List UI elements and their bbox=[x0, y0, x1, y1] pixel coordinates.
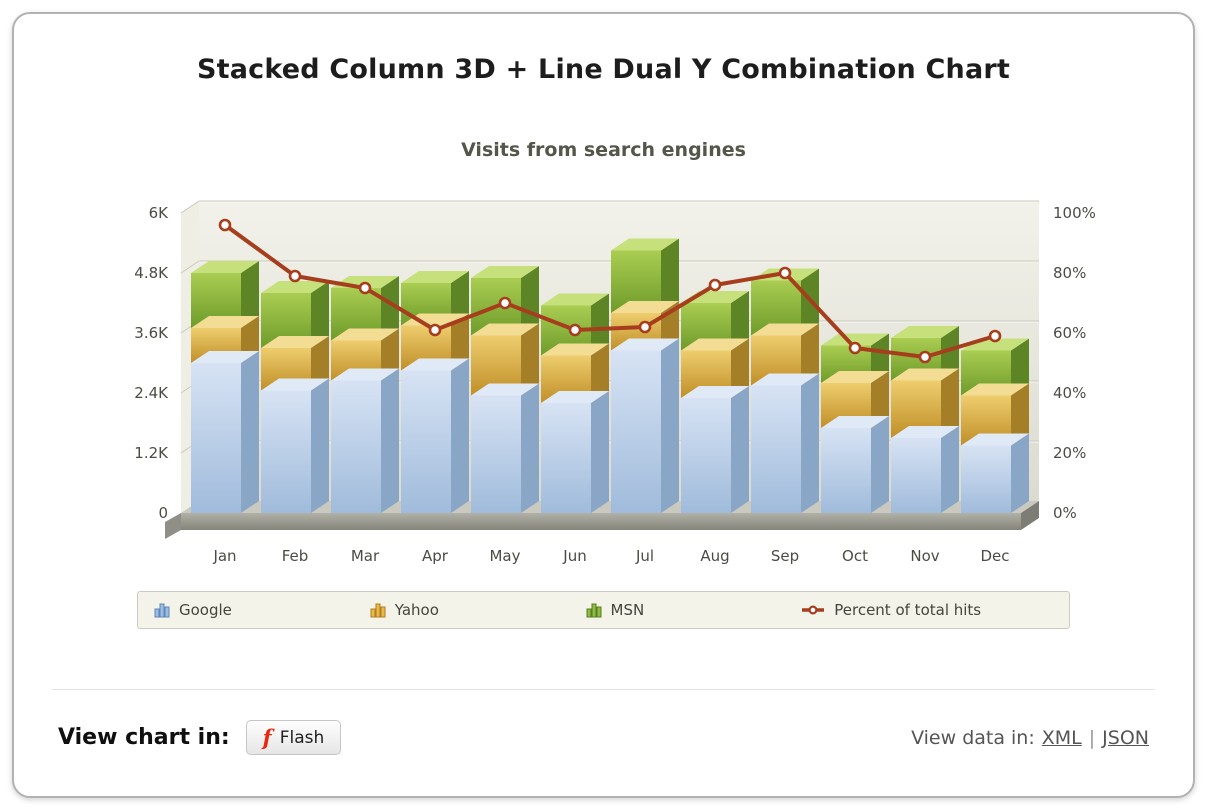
column-oct[interactable] bbox=[821, 333, 889, 514]
svg-text:3.6K: 3.6K bbox=[134, 324, 169, 342]
line-marker bbox=[288, 269, 302, 283]
line-marker bbox=[358, 281, 372, 295]
column-jan[interactable] bbox=[191, 261, 259, 513]
legend-item-percent-of-total-hits[interactable]: Percent of total hits bbox=[801, 601, 1053, 619]
google-columns-icon bbox=[154, 603, 170, 618]
link-separator: | bbox=[1088, 726, 1096, 749]
footer-left: View chart in: f Flash bbox=[58, 720, 342, 755]
column-jun[interactable] bbox=[541, 293, 609, 514]
svg-text:20%: 20% bbox=[1053, 444, 1086, 462]
svg-text:May: May bbox=[489, 547, 520, 565]
page-title: Stacked Column 3D + Line Dual Y Combinat… bbox=[196, 54, 1011, 85]
line-marker bbox=[918, 350, 932, 364]
percent-line-series[interactable] bbox=[218, 218, 1002, 364]
column-mar[interactable] bbox=[331, 276, 399, 513]
line-marker bbox=[778, 266, 792, 280]
svg-text:60%: 60% bbox=[1053, 324, 1086, 342]
svg-text:Feb: Feb bbox=[282, 547, 309, 565]
line-marker bbox=[218, 218, 232, 232]
flash-button-label: Flash bbox=[279, 727, 325, 748]
svg-text:2.4K: 2.4K bbox=[134, 384, 169, 402]
line-marker bbox=[848, 341, 862, 355]
legend-item-msn[interactable]: MSN bbox=[586, 601, 802, 619]
svg-text:4.8K: 4.8K bbox=[134, 264, 169, 282]
svg-text:Nov: Nov bbox=[910, 547, 939, 565]
xml-link[interactable]: XML bbox=[1041, 726, 1082, 749]
left-axis-labels: 0 1.2K 2.4K 3.6K 4.8K 6K bbox=[134, 204, 169, 522]
yahoo-columns-icon bbox=[370, 603, 386, 618]
column-jul[interactable] bbox=[611, 238, 679, 514]
column-sep[interactable] bbox=[751, 268, 819, 514]
column-nov[interactable] bbox=[891, 326, 959, 513]
legend: Google Yahoo MSN Percent of total hits bbox=[137, 591, 1070, 629]
svg-text:Apr: Apr bbox=[422, 547, 449, 565]
right-axis-labels: 0% 20% 40% 60% 80% 100% bbox=[1053, 204, 1096, 522]
chart-title: Visits from search engines bbox=[461, 139, 746, 161]
flash-button[interactable]: f Flash bbox=[245, 720, 342, 755]
svg-text:0%: 0% bbox=[1053, 504, 1077, 522]
line-marker bbox=[428, 323, 442, 337]
legend-label: Google bbox=[179, 601, 232, 619]
svg-text:6K: 6K bbox=[149, 204, 170, 222]
svg-text:100%: 100% bbox=[1053, 204, 1096, 222]
svg-text:Jan: Jan bbox=[212, 547, 236, 565]
svg-text:Jul: Jul bbox=[635, 547, 654, 565]
svg-text:Oct: Oct bbox=[842, 547, 868, 565]
line-marker-icon bbox=[802, 605, 825, 615]
legend-item-yahoo[interactable]: Yahoo bbox=[370, 601, 586, 619]
json-link[interactable]: JSON bbox=[1102, 726, 1149, 749]
page-card: Stacked Column 3D + Line Dual Y Combinat… bbox=[12, 12, 1195, 798]
column-aug[interactable] bbox=[681, 291, 749, 513]
canvas-base bbox=[165, 501, 1039, 539]
svg-text:0: 0 bbox=[158, 504, 168, 522]
svg-text:Jun: Jun bbox=[562, 547, 586, 565]
line-marker bbox=[708, 278, 722, 292]
footer-right: View data in: XML | JSON bbox=[911, 727, 1149, 749]
legend-item-google[interactable]: Google bbox=[154, 601, 370, 619]
column-dec[interactable] bbox=[961, 338, 1029, 514]
line-marker bbox=[568, 323, 582, 337]
legend-label: Percent of total hits bbox=[834, 601, 982, 619]
svg-text:1.2K: 1.2K bbox=[134, 444, 169, 462]
view-data-label: View data in: bbox=[911, 726, 1035, 749]
svg-text:Sep: Sep bbox=[771, 547, 799, 565]
column-feb[interactable] bbox=[261, 281, 329, 513]
svg-text:40%: 40% bbox=[1053, 384, 1086, 402]
svg-text:Mar: Mar bbox=[351, 547, 380, 565]
line-marker bbox=[498, 296, 512, 310]
legend-label: MSN bbox=[610, 601, 645, 619]
svg-text:80%: 80% bbox=[1053, 264, 1086, 282]
flash-icon: f bbox=[262, 725, 272, 750]
svg-text:Dec: Dec bbox=[980, 547, 1009, 565]
footer-divider bbox=[52, 689, 1155, 690]
column-may[interactable] bbox=[471, 266, 539, 513]
chart-canvas: 0 1.2K 2.4K 3.6K 4.8K 6K 0% 20% 40% 60% 80% 100% Jan… bbox=[101, 173, 1106, 579]
x-axis-labels: Jan Feb Mar Apr May Jun Jul Aug Sep Oct Nov Dec bbox=[212, 547, 1009, 565]
chart-svg: 0 1.2K 2.4K 3.6K 4.8K 6K 0% 20% 40% 60% 80% 100% Jan… bbox=[134, 200, 1096, 565]
line-marker bbox=[638, 320, 652, 334]
legend-label: Yahoo bbox=[394, 601, 439, 619]
column-apr[interactable] bbox=[401, 271, 469, 513]
footer: View chart in: f Flash View data in: XML… bbox=[58, 690, 1149, 755]
chart-area: Visits from search engines 0 1.2K 2.4K 3.6K… bbox=[14, 139, 1193, 629]
line-marker bbox=[988, 329, 1002, 343]
view-chart-label: View chart in: bbox=[58, 725, 230, 750]
msn-columns-icon bbox=[586, 603, 601, 618]
svg-text:Aug: Aug bbox=[700, 547, 729, 565]
